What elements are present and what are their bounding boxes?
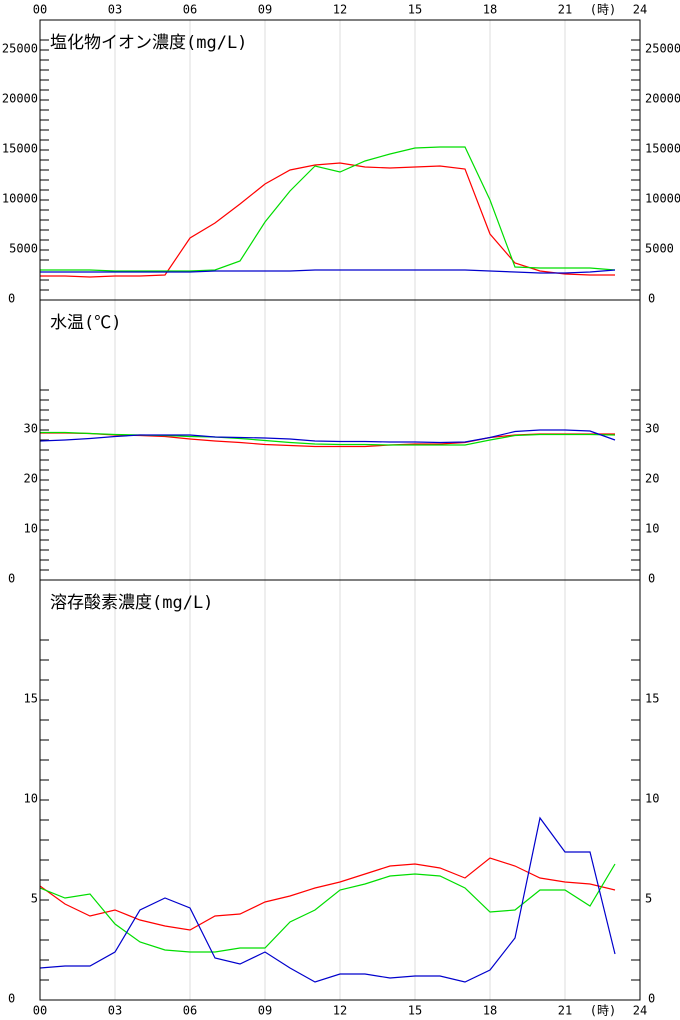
data-line: [39, 816, 616, 983]
x-tick-label: 21: [558, 1004, 572, 1018]
y-tick-label: 25000: [2, 42, 38, 56]
x-tick-label: 15: [408, 3, 422, 17]
x-tick-label: 21: [558, 3, 572, 17]
panel-title: 溶存酸素濃度(mg/L): [50, 593, 213, 613]
y-tick-label: 30: [645, 422, 659, 436]
y-tick-label: 10000: [2, 192, 38, 206]
x-tick-label: 09: [258, 3, 272, 17]
x-axis-label: (時): [590, 3, 616, 17]
y-tick-label: 15000: [2, 142, 38, 156]
x-axis-label: (時): [590, 1004, 616, 1018]
y-tick-label: 0: [648, 992, 655, 1006]
x-tick-label: 12: [333, 3, 347, 17]
y-tick-label: 10000: [645, 192, 680, 206]
y-tick-label: 5: [645, 892, 652, 906]
data-line: [39, 429, 616, 444]
x-tick-label: 03: [108, 3, 122, 17]
y-tick-label: 0: [648, 572, 655, 586]
y-tick-label: 0: [8, 992, 15, 1006]
panel-frame: [39, 579, 641, 1001]
y-tick-label: 10: [645, 522, 659, 536]
y-tick-label: 20000: [645, 92, 680, 106]
x-tick-label: 15: [408, 1004, 422, 1018]
y-tick-label: 30: [24, 422, 38, 436]
x-tick-label: 18: [483, 3, 497, 17]
x-tick-label: 06: [183, 3, 197, 17]
x-tick-label: 24: [633, 3, 647, 17]
x-tick-label: 09: [258, 1004, 272, 1018]
y-tick-label: 0: [8, 572, 15, 586]
x-tick-label: 12: [333, 1004, 347, 1018]
y-tick-label: 5000: [645, 242, 674, 256]
y-tick-label: 20000: [2, 92, 38, 106]
data-line: [40, 162, 615, 278]
y-tick-label: 15: [645, 692, 659, 706]
y-tick-label: 10: [24, 522, 38, 536]
x-tick-label: 03: [108, 1004, 122, 1018]
data-line: [40, 269, 616, 274]
x-tick-label: 06: [183, 1004, 197, 1018]
data-line: [40, 431, 616, 446]
panel-title: 水温(℃): [50, 313, 121, 333]
y-tick-label: 10: [24, 792, 38, 806]
y-tick-label: 20: [645, 472, 659, 486]
x-tick-label: 00: [33, 1004, 47, 1018]
data-line: [40, 146, 616, 272]
y-tick-label: 10: [645, 792, 659, 806]
y-tick-label: 15: [24, 692, 38, 706]
y-tick-label: 0: [8, 292, 15, 306]
panel-title: 塩化物イオン濃度(mg/L): [50, 33, 247, 53]
y-tick-label: 25000: [645, 42, 680, 56]
data-line: [39, 863, 616, 953]
y-tick-label: 5: [31, 892, 38, 906]
x-tick-label: 00: [33, 3, 47, 17]
y-tick-label: 15000: [645, 142, 680, 156]
y-tick-label: 20: [24, 472, 38, 486]
x-tick-label: 18: [483, 1004, 497, 1018]
y-tick-label: 0: [648, 292, 655, 306]
y-tick-label: 5000: [9, 242, 38, 256]
data-line: [39, 857, 616, 931]
x-tick-label: 24: [633, 1004, 647, 1018]
